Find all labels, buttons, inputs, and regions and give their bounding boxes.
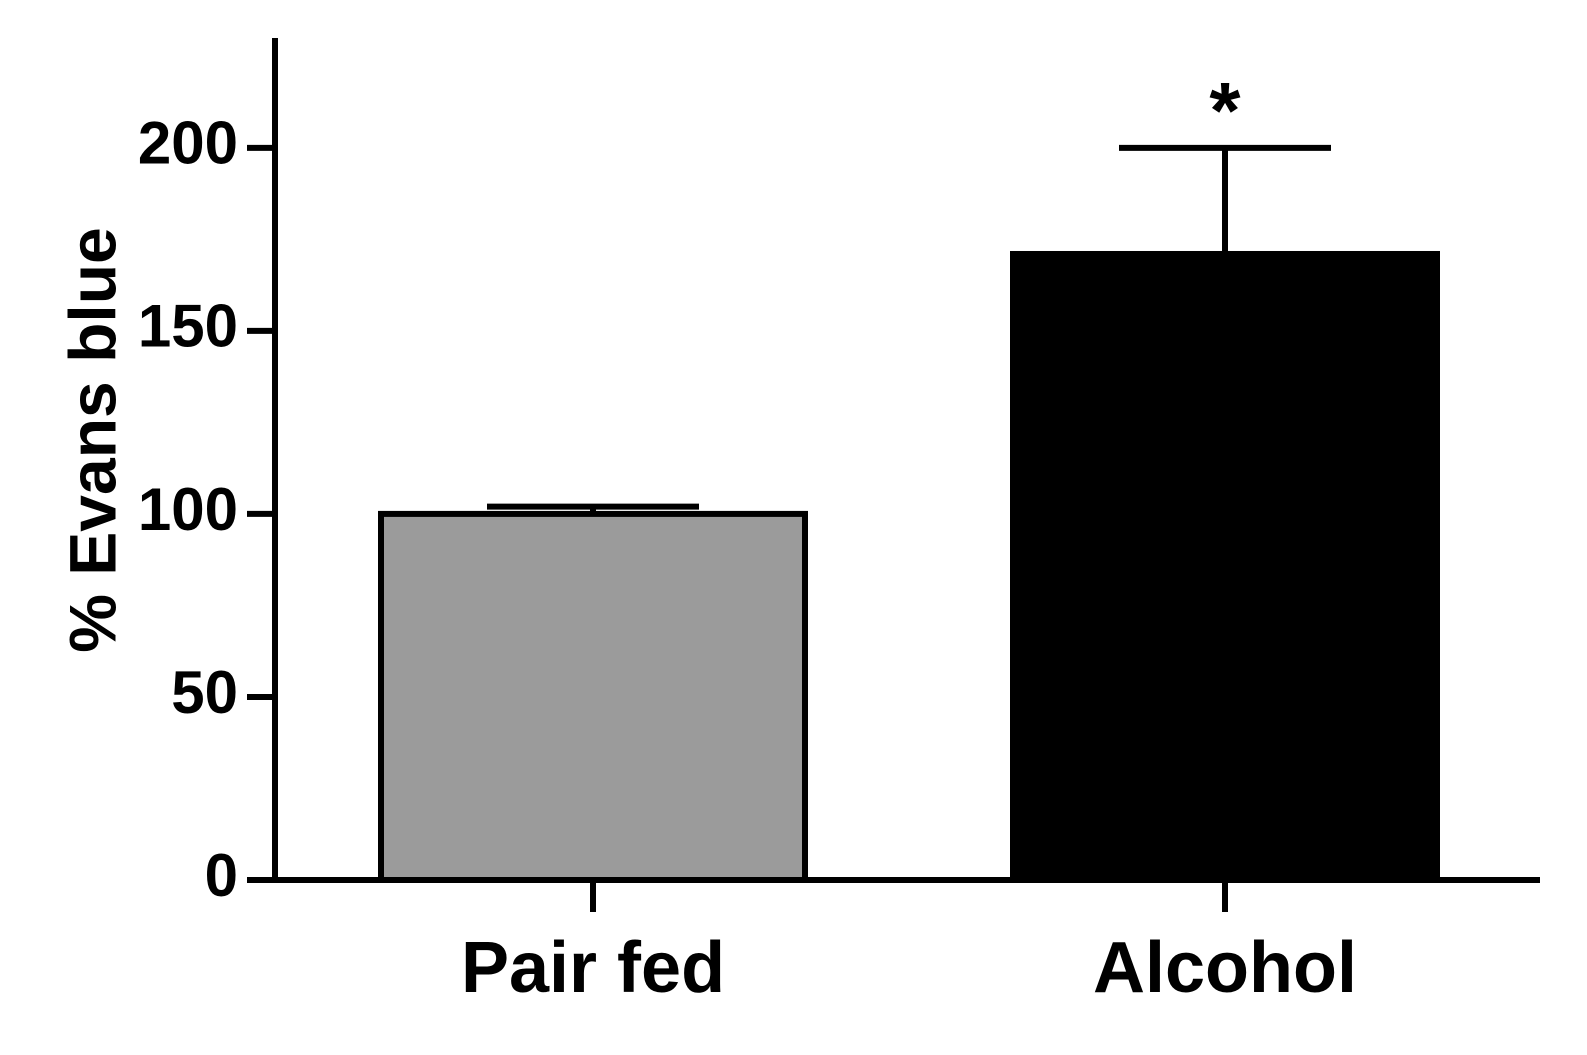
- y-axis: 0 50 100 150 200 % Evans blue: [55, 38, 278, 909]
- bars: *: [378, 66, 1440, 883]
- x-axis: Pair fed Alcohol: [247, 877, 1540, 1008]
- y-axis-label: % Evans blue: [55, 227, 129, 653]
- significance-marker: *: [1209, 66, 1241, 155]
- y-tick-label: 200: [138, 110, 238, 177]
- x-tick-label: Alcohol: [1093, 928, 1357, 1008]
- y-ticks: 0 50 100 150 200: [138, 110, 275, 909]
- y-tick-label: 50: [171, 659, 238, 726]
- bar-alcohol: [1010, 250, 1440, 883]
- x-ticks: Pair fed Alcohol: [461, 880, 1357, 1008]
- y-tick-label: 150: [138, 293, 238, 360]
- x-tick-label: Pair fed: [461, 928, 725, 1008]
- y-tick-label: 0: [205, 842, 238, 909]
- bar-pair-fed: [378, 510, 808, 883]
- y-tick-label: 100: [138, 476, 238, 543]
